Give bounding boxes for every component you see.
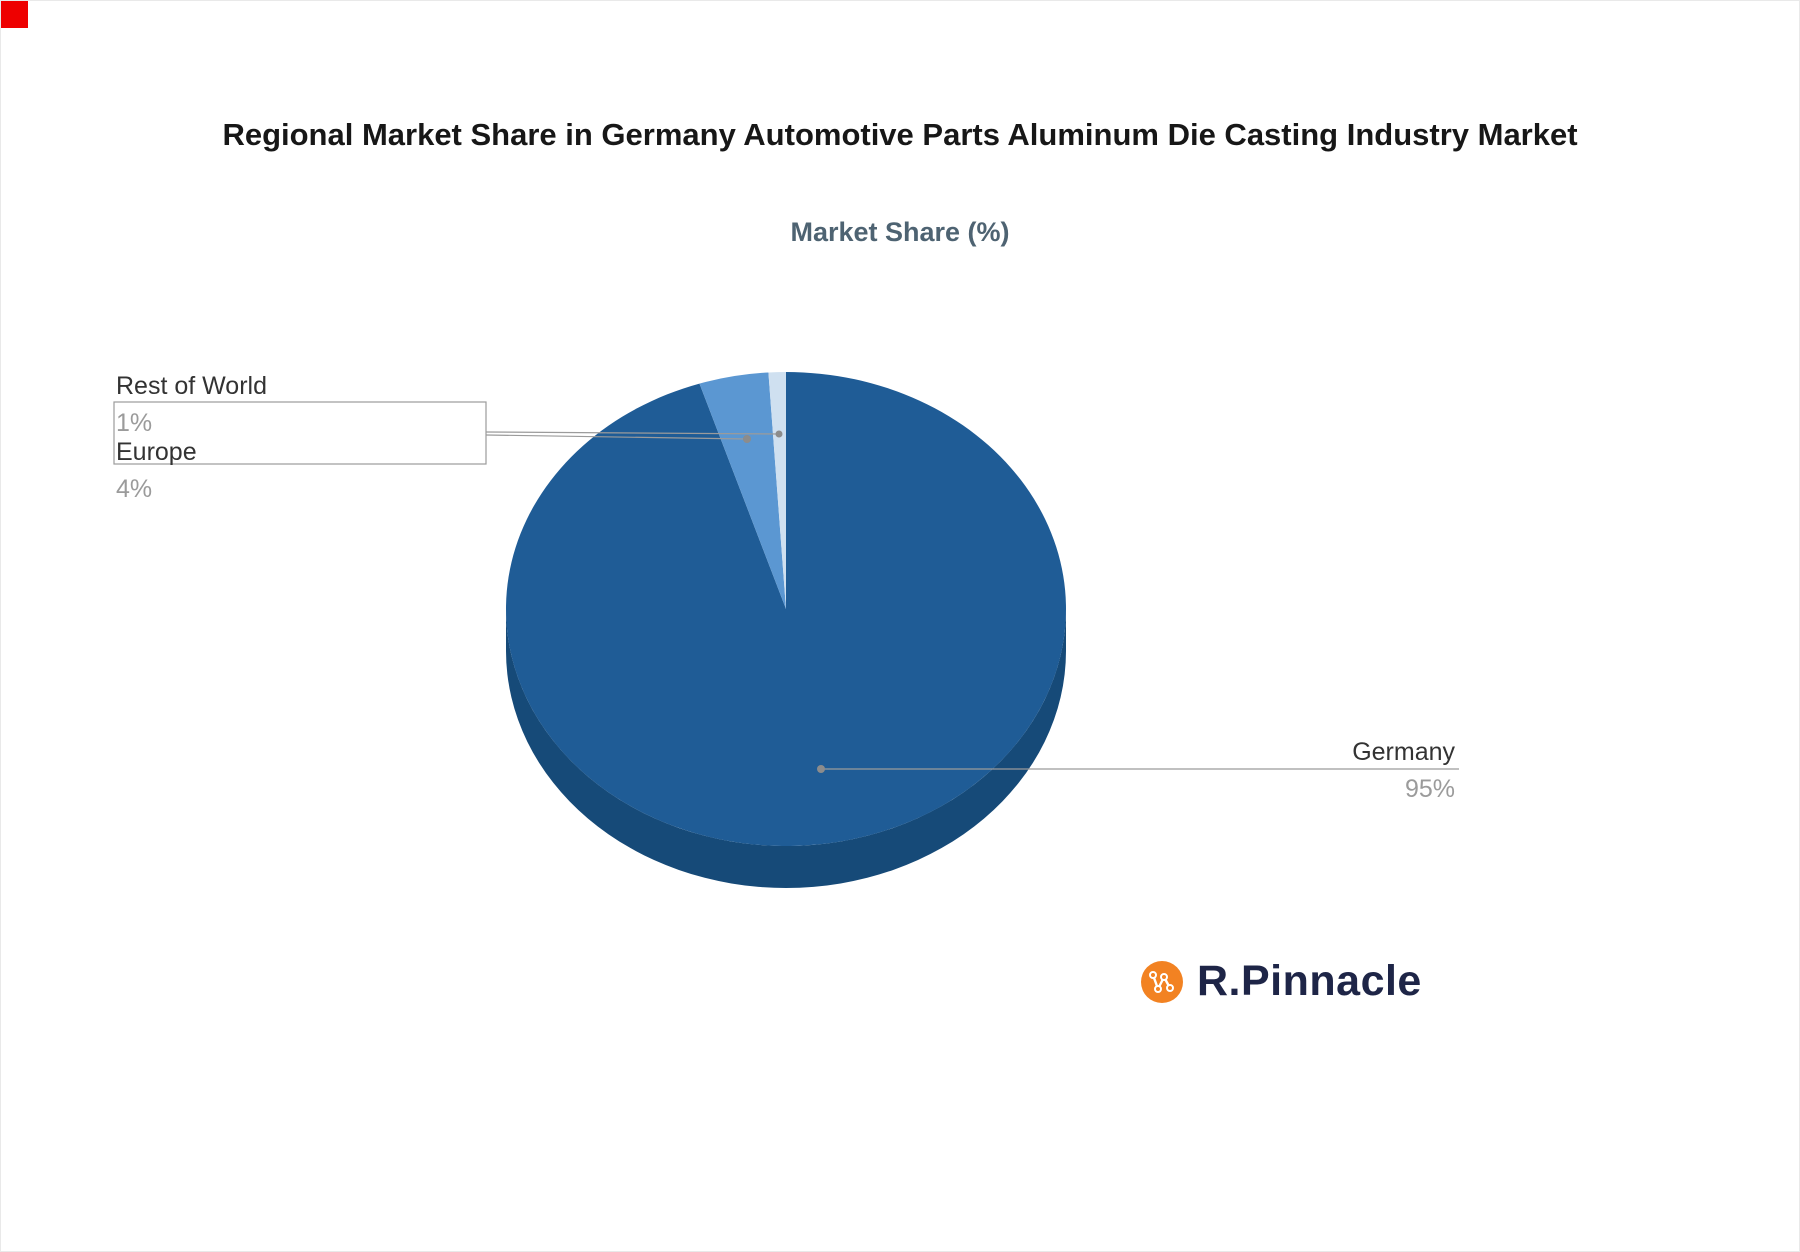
leader-line-europe (485, 434, 748, 440)
chart-title: Regional Market Share in Germany Automot… (222, 117, 1578, 152)
brand-name: R.Pinnacle (1197, 957, 1422, 1005)
value-rest-of-world: 1% (116, 409, 153, 437)
value-europe: 4% (116, 475, 153, 503)
label-germany: Germany (1352, 738, 1455, 766)
red-corner-mark (1, 1, 28, 28)
pie-slice-rest-of-world (768, 372, 786, 609)
label-callout-box (113, 401, 487, 465)
leader-dot-germany (817, 765, 825, 773)
chart-subtitle: Market Share (%) (790, 217, 1010, 247)
leader-dot-rest-of-world (775, 430, 783, 438)
brand-logo: R.Pinnacle (1139, 957, 1422, 1006)
leader-dots (743, 430, 825, 773)
network-nodes-icon (1141, 960, 1183, 1003)
label-europe: Europe (116, 438, 197, 466)
value-germany: 95% (1404, 775, 1455, 803)
label-rest-of-world: Rest of World (116, 372, 267, 400)
leader-dot-europe (743, 435, 751, 443)
pie-side-wall (506, 609, 1066, 888)
pie-slice-europe (699, 372, 786, 609)
pie-chart (506, 372, 1066, 888)
leader-lines (113, 401, 1459, 770)
leader-line-rest-of-world (485, 431, 780, 435)
